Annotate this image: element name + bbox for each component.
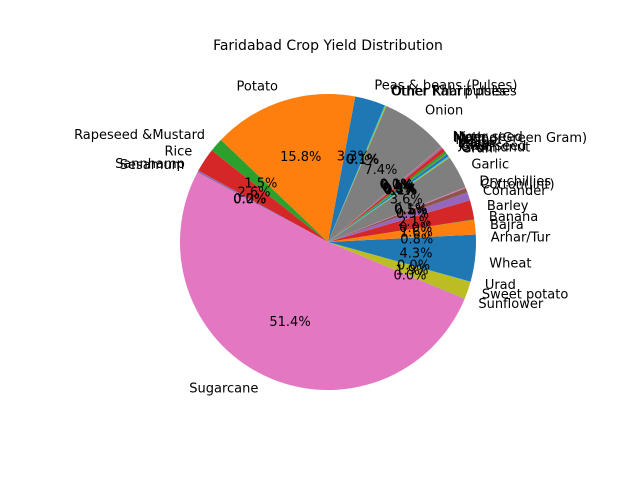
slice-label-coriander: Coriander [483, 184, 547, 199]
slice-label-gram: Gram [461, 141, 497, 156]
slice-percent-peas-beans-pulses: 3.3% [337, 149, 370, 164]
slice-label-barley: Barley [487, 199, 529, 214]
slice-percent-other-rabi-pulses: 0.1% [346, 153, 379, 168]
pie-slice-dry-chillies [328, 187, 466, 242]
slice-percent-arhar-tur: 0.8% [400, 232, 433, 247]
slice-percent-moong-green-gram: 0.1% [380, 178, 413, 193]
slice-percent-coriander: 0.9% [396, 207, 429, 222]
slice-percent-maize: 0.3% [382, 181, 415, 196]
slice-percent-niger-seed: 0.0% [379, 177, 412, 192]
pie-slice-maize [328, 151, 447, 242]
pie-slice-coriander [328, 192, 471, 242]
slice-label-rapeseed-mustard: Rapeseed &Mustard [74, 128, 205, 143]
pie-percent-labels: 0.8%1.6%0.0%2.1%0.9%0.5%0.1%3.6%0.1%0.1%… [233, 149, 433, 329]
pie-slice-banana [328, 219, 475, 242]
slice-percent-dry-chillies: 0.1% [394, 202, 427, 217]
pie-slice-garlic [328, 157, 466, 242]
slice-percent-moth: 0.1% [380, 178, 413, 193]
slice-label-moth: Moth [453, 130, 486, 145]
pie-slice-rice [198, 150, 328, 242]
pie-slice-onion [328, 105, 442, 242]
slice-percent-barley: 2.1% [398, 215, 431, 230]
slice-percent-jowar: 0.0% [383, 182, 416, 197]
pie-labels: Arhar/TurBajraBananaBarleyCorianderCotto… [74, 78, 587, 396]
slice-label-sunflower: Sunflower [478, 297, 544, 312]
slice-label-groundnut: Groundnut [461, 140, 530, 155]
slice-percent-groundnut: 0.1% [384, 183, 417, 198]
slice-percent-sunflower: 0.0% [393, 269, 426, 284]
pie-slice-arhar-tur [328, 234, 476, 242]
pie-slice-masoor [328, 148, 445, 242]
slice-label-wheat: Wheat [489, 256, 531, 271]
slice-percent-gram: 0.1% [384, 184, 417, 199]
slice-percent-sweet-potato: 1.9% [395, 264, 428, 279]
pie-slice-bajra [328, 219, 476, 242]
pie-slice-moong-green-gram [328, 147, 443, 242]
slice-percent-rice: 2.6% [237, 185, 270, 200]
pie-slice-moth [328, 146, 443, 242]
slice-label-onion: Onion [425, 104, 463, 119]
slice-label-banana: Banana [489, 210, 538, 225]
pie-slice-barley [328, 200, 475, 242]
slice-percent-masoor: 0.4% [381, 179, 414, 194]
slice-percent-banana: 0.0% [399, 221, 432, 236]
pie-slice-sugarcane [179, 172, 465, 391]
pie-slice-sweet-potato [328, 242, 471, 299]
pie-slice-niger-seed [328, 146, 442, 242]
slice-label-guar-seed: Guar seed [460, 139, 527, 154]
pie-slice-urad [328, 242, 471, 282]
slice-percent-onion: 7.4% [364, 163, 397, 178]
pie-slice-peas-beans-pulses [328, 96, 385, 242]
slice-label-cotton-lint: Cotton(lint) [480, 177, 554, 192]
pie-slice-sannhamp [197, 170, 328, 242]
slice-percent-guar-seed: 0.3% [383, 182, 416, 197]
slice-label-maize: Maize [458, 136, 496, 151]
pie-slice-cotton-lint [328, 187, 468, 242]
slice-label-sugarcane: Sugarcane [189, 382, 258, 397]
slice-label-other-kharif-pulses: Other Kharif pulses [392, 85, 517, 100]
slice-label-sweet-potato: Sweet potato [482, 288, 568, 303]
slice-label-potato: Potato [237, 80, 278, 95]
slice-label-garlic: Garlic [471, 157, 509, 172]
slice-percent-sugarcane: 51.4% [269, 315, 310, 330]
pie-slice-guar-seed [328, 153, 449, 242]
slice-label-sesamum: Sesamum [120, 158, 185, 173]
pie-slice-other-kharif-pulses [328, 105, 387, 242]
slice-percent-potato: 15.8% [280, 150, 321, 165]
slice-percent-sesamum: 0.0% [233, 193, 266, 208]
slice-label-moong-green-gram: Moong(Green Gram) [454, 131, 587, 146]
slice-label-niger-seed: Niger seed [453, 130, 523, 145]
slice-label-masoor: Masoor [455, 133, 503, 148]
pie-slice-rapeseed-mustard [211, 139, 328, 242]
pie-slice-potato [220, 94, 356, 242]
slice-percent-other-kharif-pulses: 0.1% [346, 153, 379, 168]
pie-slice-sesamum [197, 172, 328, 242]
slice-percent-garlic: 3.6% [390, 192, 423, 207]
pie-slice-gram [328, 156, 450, 242]
slice-label-bajra: Bajra [490, 218, 524, 233]
slice-label-urad: Urad [485, 278, 516, 293]
slice-label-sannhamp: Sannhamp [115, 157, 185, 172]
pie-slice-wheat [328, 242, 476, 282]
slice-label-arhar-tur: Arhar/Tur [491, 230, 551, 245]
slice-label-peas-beans-pulses: Peas & beans (Pulses) [374, 78, 517, 93]
pie-slice-jowar [328, 153, 447, 242]
slice-percent-rapeseed-mustard: 1.5% [244, 176, 277, 191]
slice-label-dry-chillies: Dry chillies [479, 175, 551, 190]
slice-percent-cotton-lint: 0.5% [395, 203, 428, 218]
pie-slice-groundnut [328, 156, 450, 242]
slice-percent-urad: 0.0% [397, 258, 430, 273]
slice-percent-sannhamp: 0.2% [233, 192, 266, 207]
chart-title: Faridabad Crop Yield Distribution [213, 38, 443, 54]
slice-percent-wheat: 4.3% [399, 246, 432, 261]
pie-slice-other-rabi-pulses [328, 105, 386, 242]
pie-slices [179, 94, 476, 391]
slice-percent-bajra: 1.6% [400, 226, 433, 241]
slice-label-rice: Rice [164, 145, 192, 160]
slice-label-jowar: Jowar [458, 137, 495, 152]
slice-label-other-rabi-pulses: Other Rabi pulses [391, 84, 507, 99]
pie-slice-sunflower [328, 242, 465, 299]
